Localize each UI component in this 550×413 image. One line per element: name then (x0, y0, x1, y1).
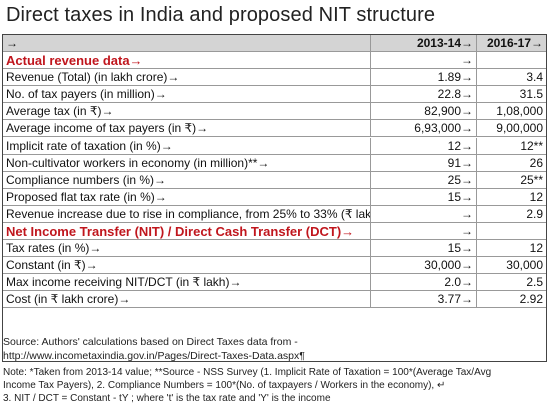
section-title: Actual revenue data→ (6, 52, 143, 68)
data-table: → 2013-14→ 2016-17→ Actual revenue data→… (2, 34, 547, 362)
note-line-3: 3. NIT / DCT = Constant - tY ; where 't'… (3, 393, 331, 404)
cell-2016-17: 3.4 (476, 69, 546, 86)
table-row: Max income receiving NIT/DCT (in ₹ lakh)… (3, 274, 546, 292)
cell-2013-14: 2.0→ (370, 274, 476, 291)
cell-2016-17: 31.5 (476, 86, 546, 103)
note-line-1: Note: *Taken from 2013-14 value; **Sourc… (3, 367, 492, 378)
table-row: No. of tax payers (in million)→ 22.8→ 31.5 (3, 86, 546, 104)
row-label: Max income receiving NIT/DCT (in ₹ lakh)… (6, 275, 242, 290)
row-label: Average tax (in ₹)→ (6, 104, 114, 119)
cell-2016-17: 12** (476, 137, 546, 154)
table-row: Average income of tax payers (in ₹)→ 6,93… (3, 120, 546, 138)
source-note: Source: Authors' calculations based on D… (3, 335, 543, 363)
cell-2016-17: 30,000 (476, 257, 546, 274)
table-row: Revenue increase due to rise in complian… (3, 205, 546, 223)
row-label: Proposed flat tax rate (in %)→ (6, 189, 167, 204)
cell-2016-17 (476, 52, 546, 69)
cell-2013-14: 3.77→ (370, 291, 476, 308)
row-label: Tax rates (in %)→ (6, 241, 102, 256)
table-row: Non-cultivator workers in economy (in mi… (3, 154, 546, 172)
row-label: Non-cultivator workers in economy (in mi… (6, 155, 270, 170)
cell-2013-14: 30,000→ (370, 257, 476, 274)
table-row: Revenue (Total) (in lakh crore)→ 1.89→ 3.4 (3, 69, 546, 87)
row-label: Implicit rate of taxation (in %)→ (6, 138, 173, 153)
row-label: No. of tax payers (in million)→ (6, 87, 167, 102)
cell-2013-14: 91→ (370, 154, 476, 171)
page-title: Direct taxes in India and proposed NIT s… (6, 4, 436, 26)
row-label: Revenue increase due to rise in complian… (6, 206, 370, 221)
cell-2016-17: 2.92 (476, 291, 546, 308)
row-label: Average income of tax payers (in ₹)→ (6, 121, 209, 136)
cell-2013-14: → (370, 205, 476, 222)
cell-2013-14: 12→ (370, 137, 476, 154)
note-line-2: Income Tax Payers), 2. Compliance Number… (3, 380, 446, 391)
cell-2013-14: → (370, 52, 476, 69)
header-label: → (6, 36, 18, 50)
cell-2013-14: 6,93,000→ (370, 120, 476, 137)
cell-2016-17: 1,08,000 (476, 103, 546, 120)
cell-2016-17: 12 (476, 240, 546, 257)
cell-2016-17: 2.9 (476, 205, 546, 222)
cell-2013-14: 15→ (370, 240, 476, 257)
section-header-row: Actual revenue data→ → (3, 52, 546, 70)
cell-2016-17: 9,00,000 (476, 120, 546, 137)
cell-2013-14: → (370, 223, 476, 240)
cell-2013-14: 25→ (370, 171, 476, 188)
header-2013-14: 2013-14→ (370, 35, 476, 51)
table-row: Average tax (in ₹)→ 82,900→ 1,08,000 (3, 103, 546, 121)
table-row: Implicit rate of taxation (in %)→ 12→ 12** (3, 137, 546, 155)
cell-2013-14: 22.8→ (370, 86, 476, 103)
row-label: Revenue (Total) (in lakh crore)→ (6, 70, 180, 85)
section-header-row: Net Income Transfer (NIT) / Direct Cash … (3, 223, 546, 241)
row-label: Cost (in ₹ lakh crore)→ (6, 292, 131, 307)
cell-2016-17: 26 (476, 154, 546, 171)
table-row: Cost (in ₹ lakh crore)→ 3.77→ 2.92 (3, 291, 546, 309)
table-row: Proposed flat tax rate (in %)→ 15→ 12 (3, 188, 546, 206)
row-label: Constant (in ₹)→ (6, 258, 98, 273)
footnote: Note: *Taken from 2013-14 value; **Sourc… (3, 366, 548, 405)
table-row: Compliance numbers (in %)→ 25→ 25** (3, 171, 546, 189)
table-header-row: → 2013-14→ 2016-17→ (3, 35, 546, 52)
cell-2013-14: 82,900→ (370, 103, 476, 120)
cell-2016-17: 12 (476, 188, 546, 205)
source-line-1: Source: Authors' calculations based on D… (3, 336, 298, 348)
section-title: Net Income Transfer (NIT) / Direct Cash … (6, 223, 355, 239)
table-row: Constant (in ₹)→ 30,000→ 30,000 (3, 257, 546, 275)
header-2016-17: 2016-17→ (476, 35, 546, 51)
cell-2016-17: 25** (476, 171, 546, 188)
cell-2013-14: 15→ (370, 188, 476, 205)
table-row: Tax rates (in %)→ 15→ 12 (3, 240, 546, 258)
cell-2016-17: 2.5 (476, 274, 546, 291)
row-label: Compliance numbers (in %)→ (6, 172, 167, 187)
cell-2013-14: 1.89→ (370, 69, 476, 86)
cell-2016-17 (476, 223, 546, 240)
source-line-2: http://www.incometaxindia.gov.in/Pages/D… (3, 350, 305, 362)
